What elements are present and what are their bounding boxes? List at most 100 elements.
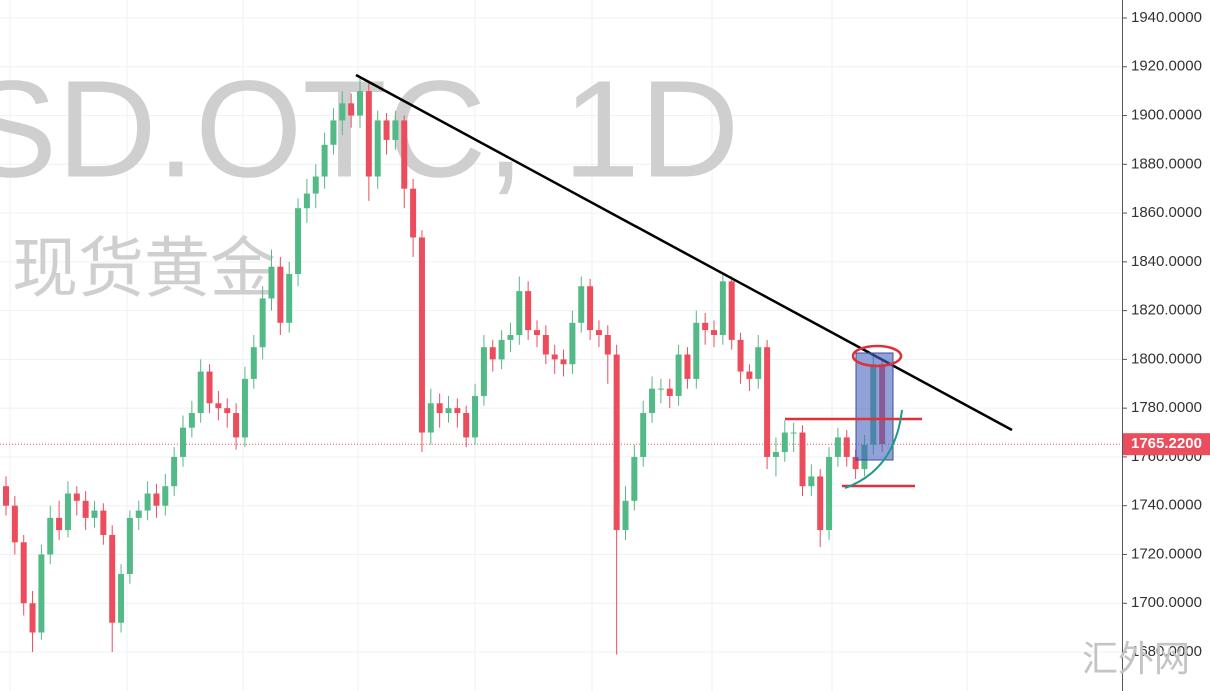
y-tick-label: 1940.0000: [1131, 9, 1202, 26]
y-tick-label: 1700.0000: [1131, 594, 1202, 611]
candle-body: [595, 330, 602, 335]
candle-body: [82, 500, 89, 518]
candle-body: [144, 493, 151, 511]
candle-body: [348, 103, 355, 116]
watermark-subtitle: 现货黄金: [12, 230, 276, 307]
candle-body: [684, 354, 691, 379]
candle-body: [330, 120, 337, 145]
candle-body: [250, 347, 257, 379]
candle-body: [374, 120, 381, 177]
candle-body: [808, 476, 815, 487]
candle-body: [587, 286, 594, 331]
candle-body: [11, 505, 18, 543]
candle-body: [852, 456, 859, 470]
candle-body: [357, 91, 363, 116]
y-tick-label: 1800.0000: [1131, 350, 1202, 367]
candle-body: [215, 403, 222, 409]
y-tick-label: 1900.0000: [1131, 107, 1202, 124]
trend-line: [355, 73, 1013, 432]
candle-body: [817, 476, 824, 531]
candle-body: [410, 188, 417, 238]
candle-body: [206, 371, 213, 404]
candle-body: [241, 378, 248, 438]
candle-body: [303, 193, 310, 209]
grid: [0, 0, 1122, 691]
y-tick-label: 1680.0000: [1131, 643, 1202, 660]
candle-body: [339, 103, 346, 121]
candle-body: [56, 517, 63, 531]
candle-body: [73, 493, 80, 501]
candle-body: [401, 120, 408, 189]
highlight-box: [855, 352, 894, 461]
candle-body: [560, 359, 567, 365]
y-tick-label: 1840.0000: [1131, 253, 1202, 270]
candle-body: [427, 403, 434, 433]
candle-body: [268, 266, 275, 299]
candle-body: [489, 347, 496, 360]
candle-body: [463, 413, 470, 438]
candle-body: [454, 408, 461, 414]
candle-body: [224, 408, 231, 414]
candle-body: [666, 388, 673, 396]
candle-body: [436, 403, 443, 414]
candle-body: [100, 510, 107, 535]
candle-body: [790, 432, 797, 434]
last-price-label: 1765.2200: [1131, 435, 1202, 452]
candle-body: [551, 354, 558, 360]
candle-body: [47, 517, 54, 555]
candle-body: [286, 274, 293, 323]
candle-body: [295, 208, 302, 275]
candle-body: [693, 322, 700, 379]
candle-body: [534, 330, 540, 335]
candle-body: [631, 456, 638, 501]
candle-body: [640, 413, 647, 457]
candle-body: [507, 335, 514, 340]
candle-body: [472, 395, 479, 438]
candle-body: [118, 573, 125, 623]
candles: [3, 76, 886, 655]
candle-body: [126, 517, 133, 574]
candle-body: [843, 437, 850, 457]
candle-body: [719, 281, 726, 335]
candle-body: [649, 388, 656, 414]
candle-body: [613, 354, 620, 531]
candle-body: [64, 493, 71, 531]
candle-body: [188, 413, 195, 428]
candle-body: [525, 291, 532, 331]
candle-body: [578, 286, 585, 323]
candle-body: [746, 371, 753, 379]
candle-body: [91, 510, 98, 518]
candle-body: [604, 335, 611, 355]
candle-body: [321, 144, 328, 177]
y-tick-label: 1860.0000: [1131, 204, 1202, 221]
candle-body: [480, 347, 487, 396]
candle-body: [781, 432, 788, 453]
candle-body: [445, 408, 452, 414]
y-tick-label: 1780.0000: [1131, 399, 1202, 416]
candle-body: [3, 486, 9, 506]
candle-body: [197, 371, 204, 414]
candle-body: [180, 427, 186, 457]
y-tick-label: 1880.0000: [1131, 155, 1202, 172]
candle-body: [365, 91, 372, 177]
candle-body: [383, 120, 390, 140]
candle-body: [498, 339, 505, 360]
candle-body: [834, 437, 841, 457]
candle-body: [657, 388, 664, 390]
candle-body: [728, 281, 735, 340]
candle-body: [516, 291, 523, 335]
candle-body: [392, 120, 399, 140]
candle-body: [277, 266, 284, 323]
candle-body: [171, 456, 178, 487]
candle-body: [622, 500, 629, 531]
y-tick-label: 1920.0000: [1131, 58, 1202, 75]
candle-body: [109, 534, 116, 623]
candle-body: [675, 354, 682, 396]
highlight-ellipse: [851, 344, 903, 368]
candle-body: [569, 322, 576, 365]
candle-body: [755, 347, 762, 379]
candle-body: [702, 322, 709, 331]
axis-panel: [1122, 0, 1210, 691]
candle-body: [233, 413, 240, 438]
